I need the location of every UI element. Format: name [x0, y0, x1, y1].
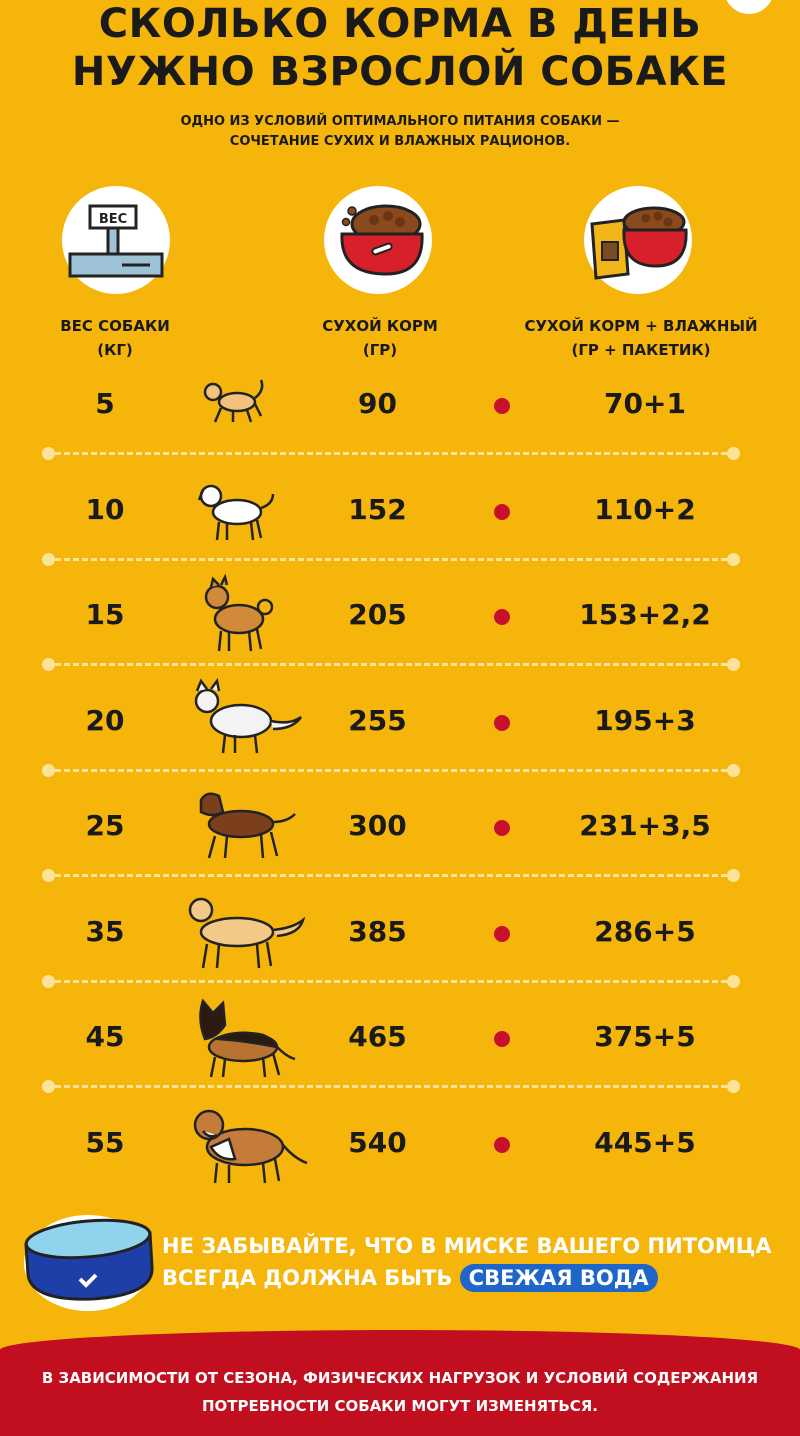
dog-weight: 25	[85, 809, 125, 842]
table-row: 15 205 153+2,2	[0, 567, 800, 663]
page-subtitle: ОДНО ИЗ УСЛОВИЙ ОПТИМАЛЬНОГО ПИТАНИЯ СОБ…	[0, 112, 800, 152]
dry-food-amount: 540	[348, 1126, 407, 1159]
separator-dot	[494, 1137, 510, 1153]
mixed-food-amount: 153+2,2	[579, 598, 711, 631]
dog-weight: 35	[85, 915, 125, 948]
retriever-dog-icon	[175, 884, 315, 980]
row-divider	[42, 764, 740, 777]
dog-weight: 20	[85, 704, 125, 737]
small-dog-icon	[175, 356, 315, 452]
fresh-water-badge: СВЕЖАЯ ВОДА	[459, 1264, 658, 1292]
separator-dot	[494, 504, 510, 520]
food-bag-bowl-icon	[584, 186, 692, 294]
subtitle-line-2: СОЧЕТАНИЕ СУХИХ И ВЛАЖНЫХ РАЦИОНОВ.	[229, 134, 571, 149]
labrador-dog-icon	[175, 778, 315, 874]
mixed-food-amount: 70+1	[604, 387, 686, 420]
dog-weight: 5	[95, 387, 115, 420]
footer-line-1: В ЗАВИСИМОСТИ ОТ СЕЗОНА, ФИЗИЧЕСКИХ НАГР…	[41, 1369, 759, 1387]
scale-label: ВЕС	[99, 212, 127, 227]
shepherd-dog-icon	[175, 989, 315, 1085]
dry-food-amount: 152	[348, 493, 407, 526]
table-row: 35 385 286+5	[0, 884, 800, 980]
dog-weight: 45	[85, 1020, 125, 1053]
shiba-dog-icon	[175, 567, 315, 663]
column-header-mix: СУХОЙ КОРМ + ВЛАЖНЫЙ (ГР + ПАКЕТИК)	[524, 317, 758, 359]
table-row: 10 152 110+2	[0, 462, 800, 558]
dry-food-amount: 385	[348, 915, 407, 948]
mixed-food-amount: 110+2	[594, 493, 696, 526]
separator-dot	[494, 926, 510, 942]
table-row: 5 90 70+1	[0, 356, 800, 452]
water-line-2: ВСЕГДА ДОЛЖНА БЫТЬ	[162, 1266, 453, 1290]
row-divider	[42, 975, 740, 988]
footer-line-2: ПОТРЕБНОСТИ СОБАКИ МОГУТ ИЗМЕНЯТЬСЯ.	[201, 1397, 599, 1415]
row-divider	[42, 447, 740, 460]
table-row: 55 540 445+5	[0, 1095, 800, 1191]
page-title: СКОЛЬКО КОРМА В ДЕНЬ НУЖНО ВЗРОСЛОЙ СОБА…	[0, 0, 800, 96]
dry-food-amount: 300	[348, 809, 407, 842]
collie-dog-icon	[175, 673, 315, 769]
terrier-dog-icon	[175, 462, 315, 558]
mixed-food-amount: 286+5	[594, 915, 696, 948]
dry-food-amount: 205	[348, 598, 407, 631]
water-reminder: НЕ ЗАБЫВАЙТЕ, ЧТО В МИСКЕ ВАШЕГО ПИТОМЦА…	[162, 1230, 792, 1294]
row-divider	[42, 658, 740, 671]
table-row: 20 255 195+3	[0, 673, 800, 769]
row-divider	[42, 1080, 740, 1093]
footer-note: В ЗАВИСИМОСТИ ОТ СЕЗОНА, ФИЗИЧЕСКИХ НАГР…	[0, 1330, 800, 1436]
dry-food-amount: 255	[348, 704, 407, 737]
mixed-food-amount: 375+5	[594, 1020, 696, 1053]
separator-dot	[494, 609, 510, 625]
dog-weight: 15	[85, 598, 125, 631]
separator-dot	[494, 820, 510, 836]
column-header-weight: ВЕС СОБАКИ (КГ)	[60, 317, 170, 359]
table-row: 45 465 375+5	[0, 989, 800, 1085]
table-row: 25 300 231+3,5	[0, 778, 800, 874]
title-line-2: НУЖНО ВЗРОСЛОЙ СОБАКЕ	[71, 49, 729, 95]
row-divider	[42, 869, 740, 882]
dog-weight: 55	[85, 1126, 125, 1159]
column-header-dry: СУХОЙ КОРМ (ГР)	[322, 317, 438, 359]
dry-food-amount: 90	[358, 387, 397, 420]
water-line-1: НЕ ЗАБЫВАЙТЕ, ЧТО В МИСКЕ ВАШЕГО ПИТОМЦА	[162, 1234, 772, 1258]
separator-dot	[494, 1031, 510, 1047]
mixed-food-amount: 231+3,5	[579, 809, 711, 842]
title-line-1: СКОЛЬКО КОРМА В ДЕНЬ	[98, 1, 702, 47]
brand-logo	[724, 0, 774, 14]
row-divider	[42, 553, 740, 566]
subtitle-line-1: ОДНО ИЗ УСЛОВИЙ ОПТИМАЛЬНОГО ПИТАНИЯ СОБ…	[180, 114, 620, 129]
mixed-food-amount: 445+5	[594, 1126, 696, 1159]
dog-weight: 10	[85, 493, 125, 526]
water-bowl-icon	[18, 1203, 168, 1313]
dry-food-bowl-icon	[324, 186, 432, 294]
st-bernard-dog-icon	[175, 1095, 315, 1191]
scale-icon: ВЕС	[62, 186, 170, 294]
separator-dot	[494, 398, 510, 414]
separator-dot	[494, 715, 510, 731]
mixed-food-amount: 195+3	[594, 704, 696, 737]
dry-food-amount: 465	[348, 1020, 407, 1053]
